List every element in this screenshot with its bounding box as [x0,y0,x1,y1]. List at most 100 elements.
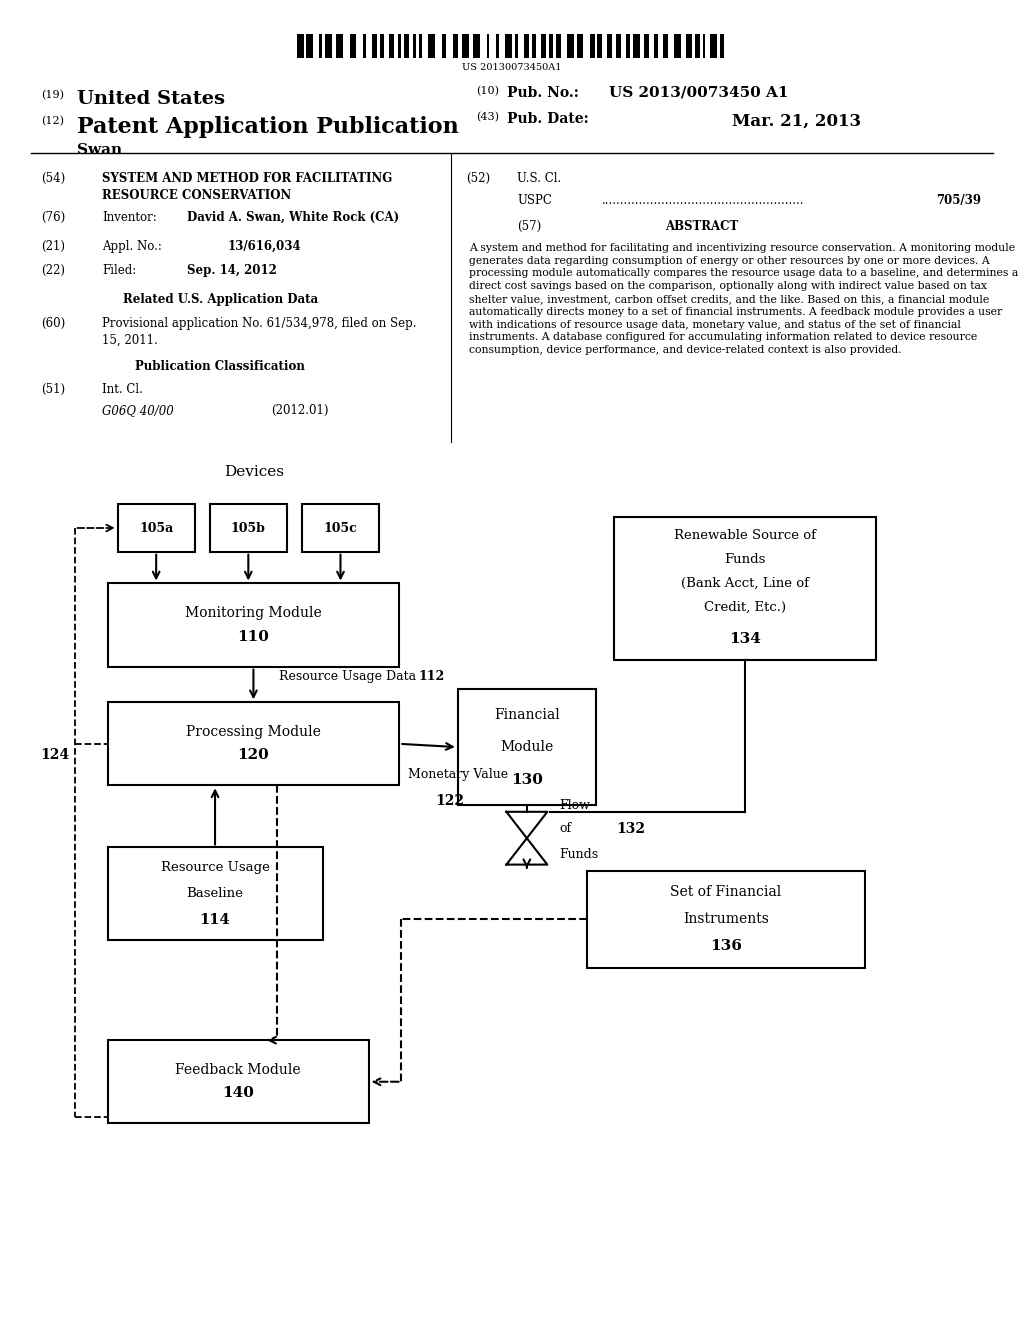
Text: 112: 112 [419,671,444,682]
Text: Devices: Devices [224,465,284,479]
Text: (10): (10) [476,86,499,96]
Bar [675,34,681,58]
Text: (51): (51) [41,383,66,396]
Text: Provisional application No. 61/534,978, filed on Sep.
15, 2011.: Provisional application No. 61/534,978, … [102,317,417,347]
FancyBboxPatch shape [210,504,287,552]
Text: Processing Module: Processing Module [186,725,321,739]
Text: 136: 136 [710,940,742,953]
Text: ......................................................: ........................................… [602,194,805,207]
Bar [556,34,561,58]
Text: Set of Financial: Set of Financial [671,886,781,899]
Bar [380,34,384,58]
Text: United States: United States [77,90,225,108]
Text: 705/39: 705/39 [936,194,981,207]
Bar [326,34,332,58]
Text: 105a: 105a [139,521,173,535]
Bar [362,34,366,58]
Bar [462,34,469,58]
Text: Inventor:: Inventor: [102,211,157,224]
Bar [664,34,668,58]
Text: (2012.01): (2012.01) [271,404,329,417]
Bar [349,34,356,58]
Text: 110: 110 [238,630,269,644]
FancyBboxPatch shape [614,517,876,660]
Bar [531,34,537,58]
Text: Funds: Funds [724,553,766,566]
FancyBboxPatch shape [108,1040,369,1123]
Bar [653,34,658,58]
Text: US 2013/0073450 A1: US 2013/0073450 A1 [609,86,788,100]
Bar [404,34,409,58]
Text: Mar. 21, 2013: Mar. 21, 2013 [732,112,861,129]
Text: Credit, Etc.): Credit, Etc.) [703,601,786,614]
Text: Feedback Module: Feedback Module [175,1063,301,1077]
Bar [607,34,611,58]
Text: Related U.S. Application Data: Related U.S. Application Data [123,293,317,306]
FancyBboxPatch shape [108,847,323,940]
Bar [319,34,323,58]
Text: David A. Swan, White Rock (CA): David A. Swan, White Rock (CA) [187,211,399,224]
Text: (60): (60) [41,317,66,330]
Bar [389,34,393,58]
Text: 122: 122 [435,795,464,808]
Text: (52): (52) [466,172,490,185]
Text: Baseline: Baseline [186,887,244,900]
FancyBboxPatch shape [587,871,865,968]
Bar [486,34,489,58]
Bar [597,34,602,58]
Text: (12): (12) [41,116,63,127]
Text: U.S. Cl.: U.S. Cl. [517,172,561,185]
Bar [515,34,518,58]
FancyBboxPatch shape [458,689,596,805]
Bar [297,34,303,58]
Bar [337,34,343,58]
FancyBboxPatch shape [108,583,399,667]
Text: USPC: USPC [517,194,552,207]
Text: 124: 124 [41,747,70,762]
Text: (43): (43) [476,112,499,123]
Text: 140: 140 [222,1086,254,1101]
Text: US 20130073450A1: US 20130073450A1 [462,63,562,73]
Text: of: of [559,822,571,836]
Text: Funds: Funds [559,847,599,861]
Bar [567,34,574,58]
Bar [702,34,706,58]
Text: Sep. 14, 2012: Sep. 14, 2012 [187,264,278,277]
Text: Renewable Source of: Renewable Source of [674,529,816,543]
Text: 120: 120 [238,748,269,763]
Bar [506,34,512,58]
Text: Monetary Value: Monetary Value [408,768,508,780]
Text: (54): (54) [41,172,66,185]
Bar [616,34,621,58]
Bar [419,34,422,58]
Bar [414,34,416,58]
Text: G06Q 40/00: G06Q 40/00 [102,404,174,417]
Bar [644,34,649,58]
Bar [626,34,631,58]
Bar [372,34,377,58]
Text: (19): (19) [41,90,63,100]
FancyBboxPatch shape [302,504,379,552]
Bar [720,34,724,58]
Text: 13/616,034: 13/616,034 [227,240,301,253]
Text: A system and method for facilitating and incentivizing resource conservation. A : A system and method for facilitating and… [469,243,1018,355]
Bar [710,34,717,58]
Bar [549,34,553,58]
Text: Flow: Flow [559,799,591,812]
Text: Pub. Date:: Pub. Date: [507,112,589,127]
Text: (Bank Acct, Line of: (Bank Acct, Line of [681,577,809,590]
Text: Int. Cl.: Int. Cl. [102,383,143,396]
Bar [473,34,480,58]
Bar [428,34,435,58]
Bar [398,34,401,58]
Text: (21): (21) [41,240,65,253]
Text: (22): (22) [41,264,65,277]
Bar [590,34,595,58]
Text: Filed:: Filed: [102,264,136,277]
Text: 134: 134 [729,632,761,645]
Text: 132: 132 [616,822,645,836]
Bar [541,34,546,58]
Bar [496,34,499,58]
Text: 105b: 105b [230,521,266,535]
Bar [577,34,584,58]
